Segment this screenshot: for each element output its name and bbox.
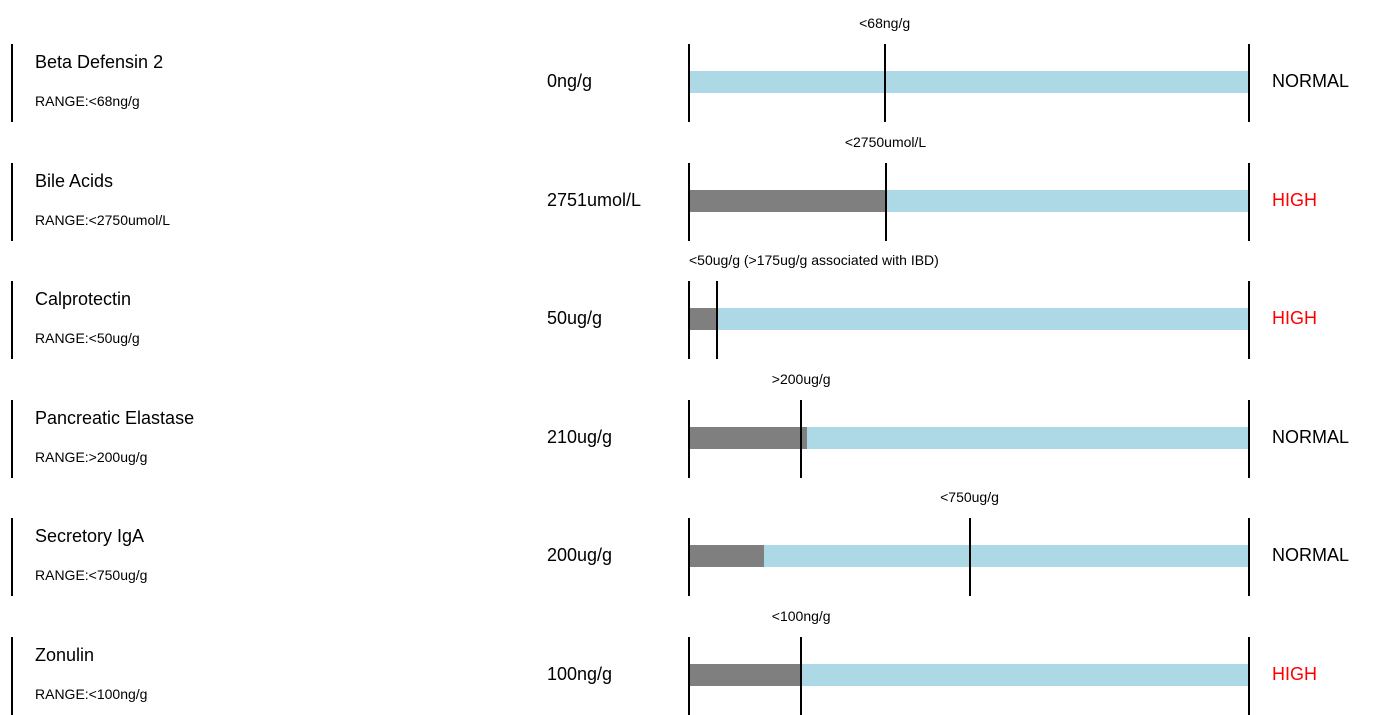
status-flag: HIGH [1272, 664, 1317, 684]
threshold-label: >200ug/g [771, 370, 831, 387]
row-divider [11, 162, 13, 241]
biomarker-name: Pancreatic Elastase [35, 407, 195, 428]
range-bar [689, 664, 1250, 686]
result-value: 50ug/g [547, 308, 603, 329]
value-fill [689, 189, 886, 212]
bar-left-edge [688, 162, 690, 241]
biomarker-name: Beta Defensin 2 [35, 52, 164, 72]
bar-right-edge [1248, 637, 1250, 715]
range-track [689, 664, 1250, 686]
bar-left-edge [688, 281, 690, 360]
status-flag: NORMAL [1272, 71, 1350, 91]
threshold-marker [884, 162, 887, 241]
biomarker-row: Pancreatic Elastase RANGE:>200ug/g 210ug/g… [0, 356, 1376, 478]
range-track [689, 426, 1250, 449]
threshold-label: <750ug/g [940, 489, 999, 506]
row-divider [11, 518, 13, 597]
row-divider [11, 281, 13, 360]
threshold-marker [883, 44, 886, 122]
bar-left-edge [688, 637, 690, 715]
value-fill [689, 664, 802, 686]
threshold-marker [968, 518, 971, 597]
result-value: 0ng/g [547, 71, 593, 91]
bar-right-edge [1248, 518, 1250, 597]
threshold-marker [716, 281, 719, 360]
range-bar [689, 308, 1250, 331]
reference-range: RANGE:<750ug/g [35, 567, 148, 584]
biomarker-row: Beta Defensin 2 RANGE:<68ng/g 0ng/g <68ng/g… [0, 0, 1376, 122]
bar-right-edge [1248, 281, 1250, 360]
threshold-label: <100ng/g [771, 608, 831, 624]
range-bar [689, 189, 1250, 212]
status-flag: NORMAL [1272, 426, 1350, 447]
value-fill [689, 545, 764, 568]
value-fill [689, 426, 807, 449]
result-value: 210ug/g [547, 426, 613, 447]
bar-left-edge [688, 399, 690, 478]
threshold-label: <50ug/g (>175ug/g associated with IBD) [689, 252, 939, 269]
bar-right-edge [1248, 399, 1250, 478]
threshold-marker [800, 637, 803, 715]
biomarker-row: Bile Acids RANGE:<2750umol/L 2751umol/L <27… [0, 119, 1376, 241]
range-bar [689, 71, 1250, 93]
row-divider [11, 637, 13, 715]
range-track [689, 308, 1250, 331]
threshold-label: <68ng/g [859, 15, 911, 31]
row-divider [11, 44, 13, 122]
result-value: 100ng/g [547, 664, 613, 684]
bar-left-edge [688, 518, 690, 597]
bar-left-edge [688, 44, 690, 122]
reference-range: RANGE:<68ng/g [35, 93, 140, 109]
biomarker-name: Calprotectin [35, 289, 132, 310]
threshold-label: <2750umol/L [844, 133, 927, 150]
range-track [689, 71, 1250, 93]
threshold-marker [800, 399, 803, 478]
value-fill [689, 308, 718, 331]
bar-right-edge [1248, 162, 1250, 241]
reference-range: RANGE:<100ng/g [35, 686, 148, 702]
biomarker-row: Secretory IgA RANGE:<750ug/g 200ug/g <750ug… [0, 474, 1376, 597]
status-flag: HIGH [1272, 189, 1317, 210]
biomarker-name: Bile Acids [35, 170, 114, 191]
status-flag: NORMAL [1272, 545, 1350, 566]
range-bar [689, 426, 1250, 449]
biomarker-row: Zonulin RANGE:<100ng/g 100ng/g <100ng/g HIGH [0, 593, 1376, 715]
reference-range: RANGE:<2750umol/L [35, 211, 171, 228]
bar-right-edge [1248, 44, 1250, 122]
biomarker-name: Zonulin [35, 645, 95, 665]
status-flag: HIGH [1272, 308, 1317, 329]
result-value: 2751umol/L [547, 189, 642, 210]
reference-range: RANGE:>200ug/g [35, 448, 148, 465]
biomarker-row: Calprotectin RANGE:<50ug/g 50ug/g <50ug/g (… [0, 237, 1376, 360]
row-divider [11, 399, 13, 478]
biomarker-name: Secretory IgA [35, 526, 145, 547]
result-value: 200ug/g [547, 545, 613, 566]
reference-range: RANGE:<50ug/g [35, 330, 140, 347]
